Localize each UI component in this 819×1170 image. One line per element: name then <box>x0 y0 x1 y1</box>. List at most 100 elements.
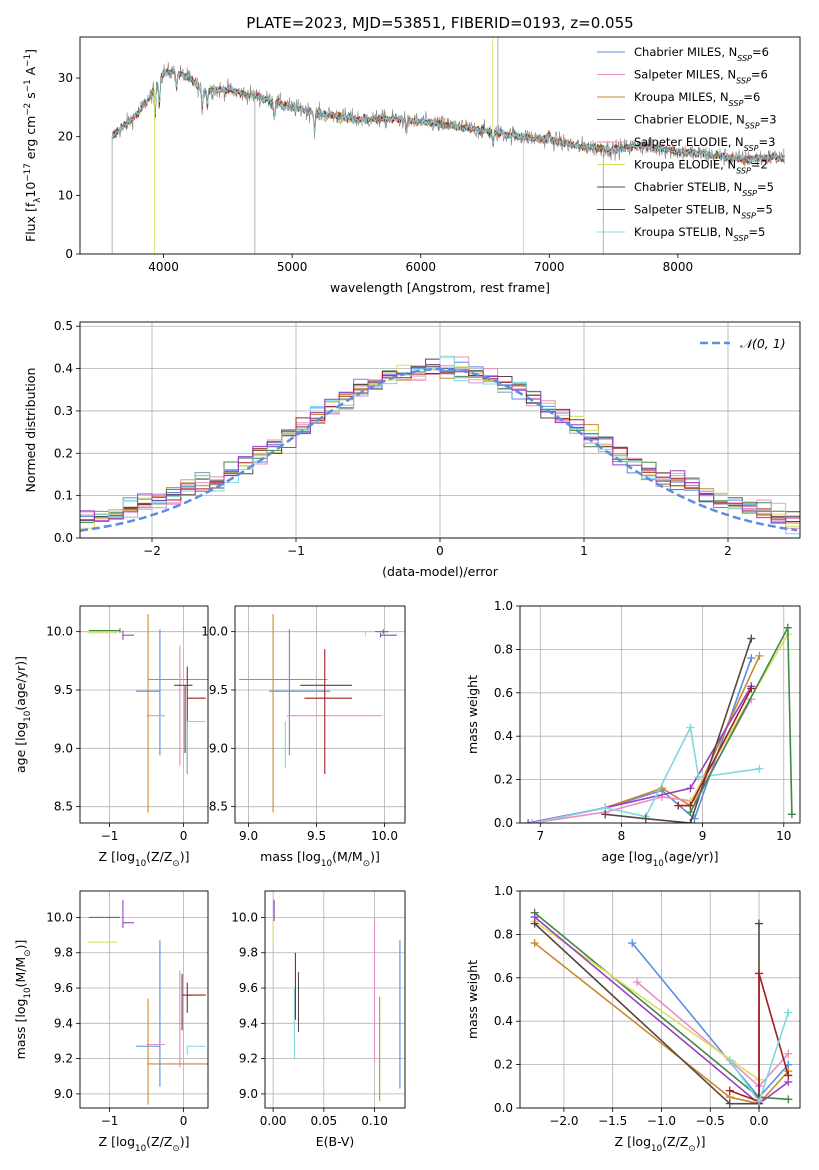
y-tick-label: 9.0 <box>54 1087 73 1101</box>
y-tick-label: 0.8 <box>494 642 513 656</box>
y-tick-label: 10.0 <box>46 910 73 924</box>
y-tick-label: 9.8 <box>54 946 73 960</box>
x-tick-label: −1.0 <box>647 1114 676 1128</box>
y-tick-label: 9.0 <box>54 741 73 755</box>
age-vs-z-frame <box>79 605 209 824</box>
x-tick-label: 6000 <box>405 260 436 274</box>
y-tick-label: 0.2 <box>54 446 73 460</box>
series-line <box>605 638 753 823</box>
y-tick-label: 0.4 <box>494 1014 513 1028</box>
series-marker <box>633 978 642 987</box>
series-marker <box>524 819 533 823</box>
x-tick-label: 9.5 <box>307 829 326 843</box>
x-tick-label: −1.5 <box>598 1114 627 1128</box>
age-vs-mass-frame <box>234 605 406 824</box>
y-axis-label: mass weight <box>465 675 480 754</box>
massweight-vs-age-axes: 7 8 9 10 0.0 0.2 0.4 0.6 0.8 1.0 age [log10(age/yr… <box>465 599 801 869</box>
y-tick-label: 1.0 <box>494 599 513 613</box>
mass-vs-ebv-frame <box>264 890 406 1109</box>
x-tick-label: −2.0 <box>549 1114 578 1128</box>
y-axis-label: Flux [fλ10−17 erg cm−2 s−1 A−1] <box>23 49 43 242</box>
x-tick-label: −1 <box>101 829 119 843</box>
x-axis-label: wavelength [Angstrom, rest frame] <box>330 280 550 295</box>
series-marker <box>725 1086 734 1095</box>
legend: Chabrier MILES, NSSP=6 Salpeter MILES, NS… <box>597 45 777 243</box>
y-tick-label: 9.6 <box>239 981 258 995</box>
y-tick-label: 0.6 <box>494 971 513 985</box>
series-marker <box>530 919 539 928</box>
series-marker <box>755 1097 764 1106</box>
x-tick-label: 0 <box>180 1114 188 1128</box>
x-axis-label: Z [log10(Z/Z⊙)] <box>615 1134 706 1154</box>
series-marker <box>686 723 695 732</box>
y-tick-label: 0.2 <box>494 773 513 787</box>
series-marker <box>747 634 756 643</box>
x-tick-label: 5000 <box>277 260 308 274</box>
y-tick-label: 8.5 <box>54 800 73 814</box>
x-tick-label: 4000 <box>148 260 179 274</box>
y-tick-label: 30 <box>58 71 73 85</box>
residual-histogram-frame <box>79 321 801 539</box>
series-marker <box>641 814 650 823</box>
model-spectrum-8 <box>111 68 785 163</box>
spectrum-axes: 4000 5000 6000 7000 8000 0 10 20 30 Chabrier MILE… <box>23 36 801 295</box>
y-axis-label: mass weight <box>465 960 480 1039</box>
y-tick-label: 1.0 <box>494 884 513 898</box>
x-tick-label: 0 <box>180 829 188 843</box>
x-axis-label: E(B-V) <box>316 1134 355 1149</box>
y-tick-label: 0.1 <box>54 489 73 503</box>
series-marker <box>787 810 796 819</box>
legend-entry: Chabrier ELODIE, NSSP=3 <box>634 113 777 131</box>
series-line <box>532 698 752 823</box>
spectrum-plot <box>111 37 785 254</box>
y-tick-label: 0.3 <box>54 404 73 418</box>
y-tick-label: 9.0 <box>209 741 228 755</box>
y-tick-label: 0.0 <box>494 1101 513 1115</box>
age-vs-z-plot <box>87 614 208 813</box>
mass-vs-ebv-plot <box>272 899 401 1101</box>
mass-vs-ebv-axes: 0.00 0.05 0.10 9.0 9.2 9.4 9.6 9.8 10.0 E(B-V) <box>231 890 406 1149</box>
x-tick-label: −2 <box>143 544 161 558</box>
x-tick-label: 7 <box>536 829 544 843</box>
y-axis-label: mass [log10(M/M⊙)] <box>13 940 33 1060</box>
series-marker <box>784 1008 793 1017</box>
figure-title: PLATE=2023, MJD=53851, FIBERID=0193, z=0… <box>246 14 633 32</box>
series-line <box>729 973 790 1103</box>
series-marker <box>528 819 537 823</box>
x-tick-label: 9 <box>699 829 707 843</box>
series-marker <box>694 773 703 782</box>
y-tick-label: 9.4 <box>54 1016 73 1030</box>
y-tick-label: 10 <box>58 188 73 202</box>
series-marker <box>601 810 610 819</box>
series-marker <box>783 623 792 632</box>
x-tick-label: 2 <box>724 544 732 558</box>
series-marker <box>686 784 695 793</box>
y-tick-label: 9.5 <box>209 683 228 697</box>
series-marker <box>686 819 695 823</box>
x-axis-label: Z [log10(Z/Z⊙)] <box>99 849 190 869</box>
massweight-vs-age-frame <box>519 605 801 824</box>
legend-entry: Salpeter ELODIE, NSSP=3 <box>634 135 775 153</box>
massweight-vs-z-axes: −2.0 −1.5 −1.0 −0.5 0.0 0.0 0.2 0.4 0.6 0.8 1.0 Z [… <box>465 884 801 1154</box>
series-marker <box>725 1056 734 1065</box>
x-tick-label: 0.00 <box>260 1114 287 1128</box>
x-tick-label: 0.10 <box>361 1114 388 1128</box>
y-tick-label: 0.0 <box>54 531 73 545</box>
age-vs-mass-plot <box>239 614 397 813</box>
legend-entry: Chabrier MILES, NSSP=6 <box>634 45 769 63</box>
x-tick-label: 10.0 <box>371 829 398 843</box>
residual-histogram-plot <box>80 355 800 535</box>
x-tick-label: 1 <box>580 544 588 558</box>
series-marker <box>784 1071 793 1080</box>
series-marker <box>784 1095 793 1104</box>
legend-entry: Kroupa MILES, NSSP=6 <box>634 90 760 108</box>
series-line <box>636 981 789 1088</box>
series-marker <box>674 801 683 810</box>
series-marker <box>755 764 764 773</box>
series-marker <box>755 969 764 978</box>
series-marker <box>784 1049 793 1058</box>
series-marker <box>628 939 637 948</box>
legend-entry: Chabrier STELIB, NSSP=5 <box>634 180 774 198</box>
legend-entry: Salpeter STELIB, NSSP=5 <box>634 203 773 221</box>
